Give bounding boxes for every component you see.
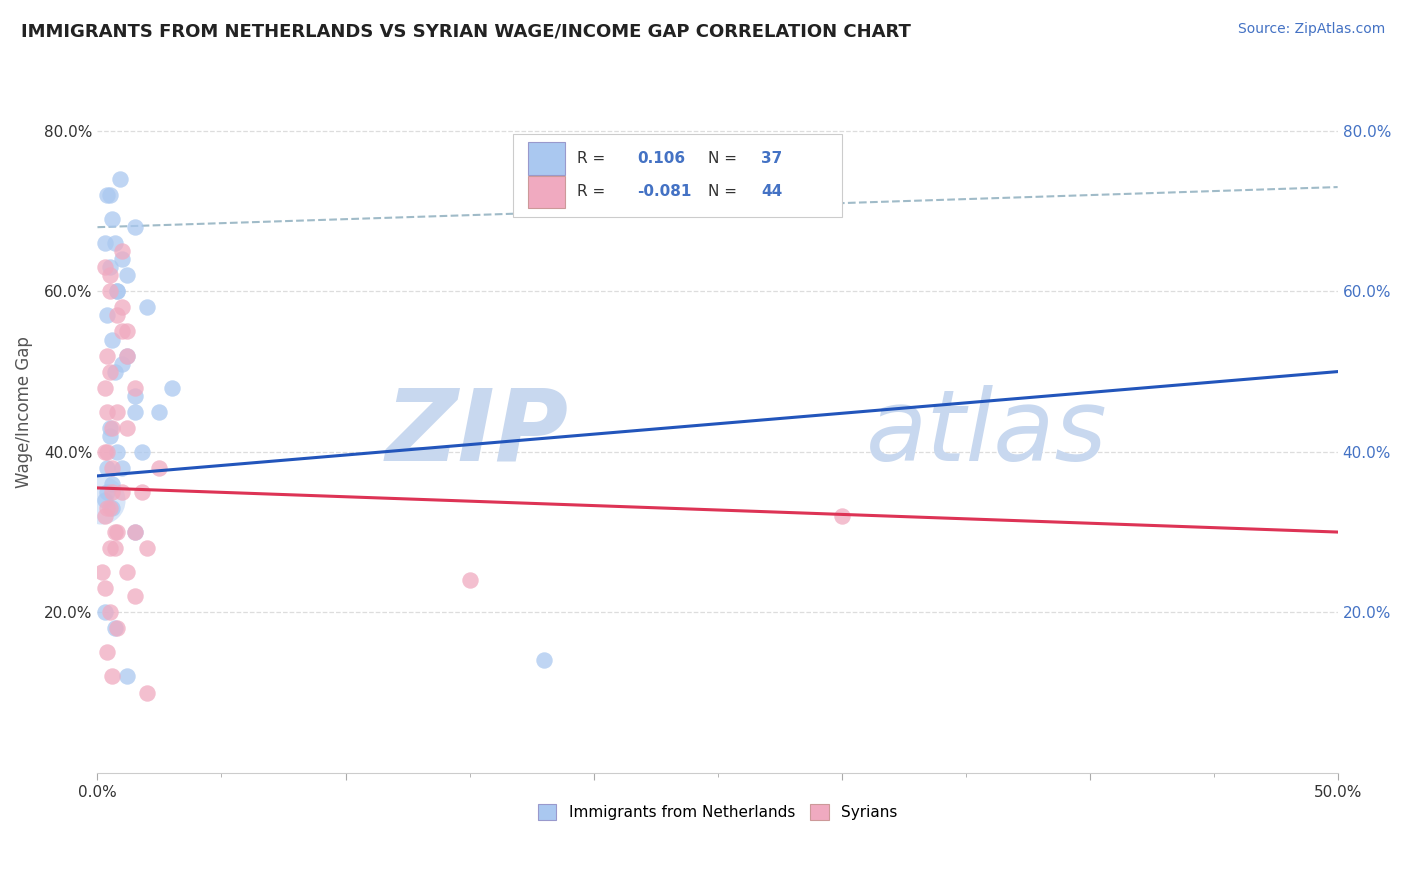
Point (96, 309, 118, 323)
Point (124, 389, 146, 403)
Text: N =: N = (707, 151, 737, 166)
FancyBboxPatch shape (527, 143, 565, 175)
FancyBboxPatch shape (527, 176, 565, 208)
Point (104, 621, 127, 635)
Point (101, 421, 124, 435)
Point (96, 188, 118, 202)
Point (98, 500, 121, 515)
Text: -0.081: -0.081 (637, 185, 692, 199)
Text: IMMIGRANTS FROM NETHERLANDS VS SYRIAN WAGE/INCOME GAP CORRELATION CHART: IMMIGRANTS FROM NETHERLANDS VS SYRIAN WA… (21, 22, 911, 40)
Point (105, 405, 128, 419)
Point (98, 541, 121, 555)
Point (104, 365, 127, 379)
Point (115, 565, 138, 579)
Point (108, 172, 131, 186)
Point (96, 645, 118, 659)
Point (111, 301, 134, 315)
Point (101, 333, 124, 347)
Point (101, 477, 124, 491)
Point (105, 524, 128, 539)
Text: 37: 37 (761, 151, 782, 166)
Legend: Immigrants from Netherlands, Syrians: Immigrants from Netherlands, Syrians (531, 798, 903, 827)
FancyBboxPatch shape (513, 134, 842, 217)
Point (124, 381, 146, 395)
Point (101, 500, 124, 515)
Point (111, 484, 134, 499)
Point (94, 492, 117, 507)
Point (94, 260, 117, 275)
Point (131, 484, 153, 499)
Point (115, 325, 138, 339)
Point (111, 244, 134, 259)
Point (94, 236, 117, 251)
Point (101, 669, 124, 683)
Text: ZIP: ZIP (385, 384, 569, 482)
Point (115, 669, 138, 683)
Point (90, 492, 112, 507)
Text: 0.106: 0.106 (637, 151, 685, 166)
Y-axis label: Wage/Income Gap: Wage/Income Gap (15, 335, 32, 488)
Point (96, 445, 118, 459)
Point (98, 188, 121, 202)
Point (94, 508, 117, 523)
Text: Source: ZipAtlas.com: Source: ZipAtlas.com (1237, 22, 1385, 37)
Point (101, 212, 124, 227)
Point (115, 268, 138, 283)
Point (104, 524, 127, 539)
Point (96, 484, 118, 499)
Point (124, 220, 146, 235)
Point (458, 573, 481, 587)
Point (98, 421, 121, 435)
Point (101, 461, 124, 475)
Point (104, 236, 127, 251)
Point (105, 445, 128, 459)
Text: atlas: atlas (866, 384, 1108, 482)
Point (115, 349, 138, 363)
Point (105, 621, 128, 635)
Point (148, 405, 170, 419)
Point (136, 685, 159, 699)
Point (160, 381, 183, 395)
Point (98, 365, 121, 379)
Point (124, 524, 146, 539)
Point (105, 309, 128, 323)
Text: N =: N = (707, 185, 737, 199)
Point (96, 405, 118, 419)
Point (124, 405, 146, 419)
Point (98, 605, 121, 619)
Point (115, 349, 138, 363)
Point (136, 301, 159, 315)
Point (96, 461, 118, 475)
Point (94, 581, 117, 595)
Text: 44: 44 (761, 185, 782, 199)
Point (831, 508, 853, 523)
Point (98, 285, 121, 299)
Point (111, 325, 134, 339)
Point (94, 381, 117, 395)
Point (105, 285, 128, 299)
Point (115, 421, 138, 435)
Point (98, 260, 121, 275)
Point (96, 500, 118, 515)
Point (98, 268, 121, 283)
Point (124, 524, 146, 539)
Point (111, 461, 134, 475)
Point (533, 653, 555, 667)
Text: R =: R = (578, 151, 606, 166)
Point (101, 484, 124, 499)
Point (91, 565, 114, 579)
Point (131, 445, 153, 459)
Point (104, 541, 127, 555)
Point (94, 445, 117, 459)
Point (148, 461, 170, 475)
Point (96, 349, 118, 363)
Point (124, 589, 146, 603)
Point (98, 429, 121, 443)
Point (111, 357, 134, 371)
Point (105, 285, 128, 299)
Point (94, 605, 117, 619)
Text: R =: R = (578, 185, 606, 199)
Point (111, 252, 134, 267)
Point (136, 541, 159, 555)
